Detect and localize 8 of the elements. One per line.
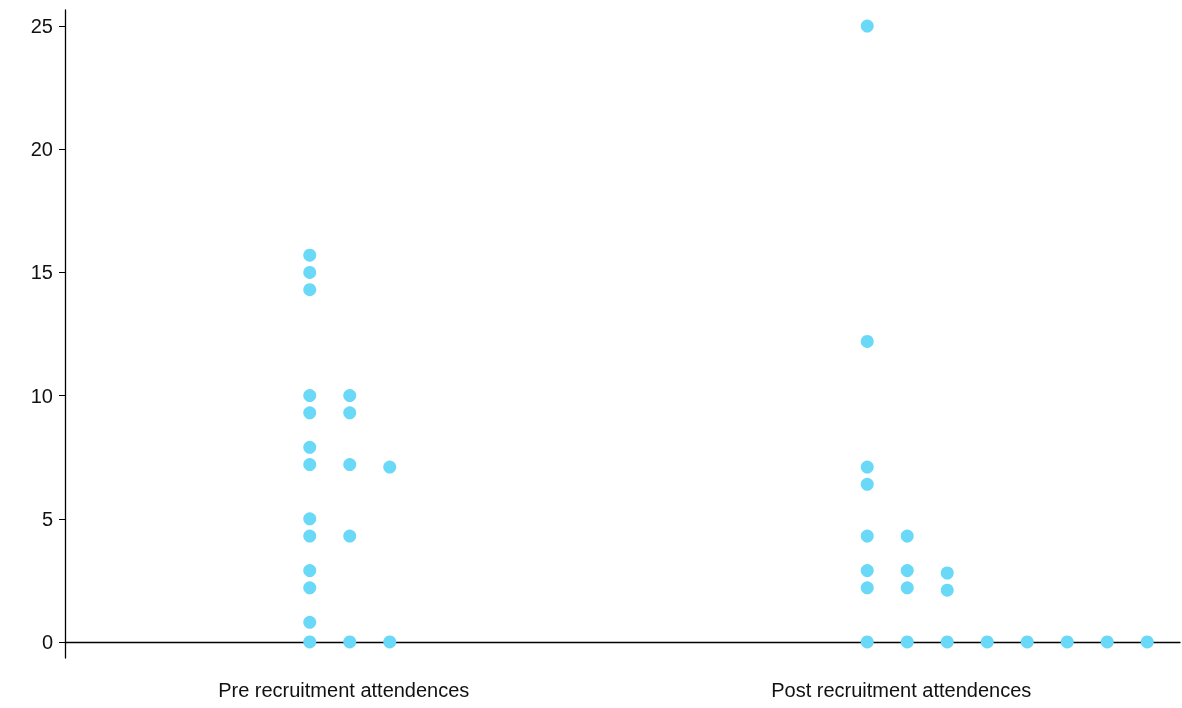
x-tick-label: Post recruitment attendences — [771, 679, 1032, 701]
y-tick-label: 0 — [41, 630, 53, 653]
y-tick-label: 5 — [41, 507, 53, 530]
x-tick-label: Pre recruitment attendences — [218, 679, 470, 701]
y-tick-label: 25 — [30, 15, 53, 38]
y-tick-label: 10 — [30, 384, 53, 407]
y-tick-label: 20 — [30, 138, 53, 161]
y-tick-label: 15 — [30, 261, 53, 284]
